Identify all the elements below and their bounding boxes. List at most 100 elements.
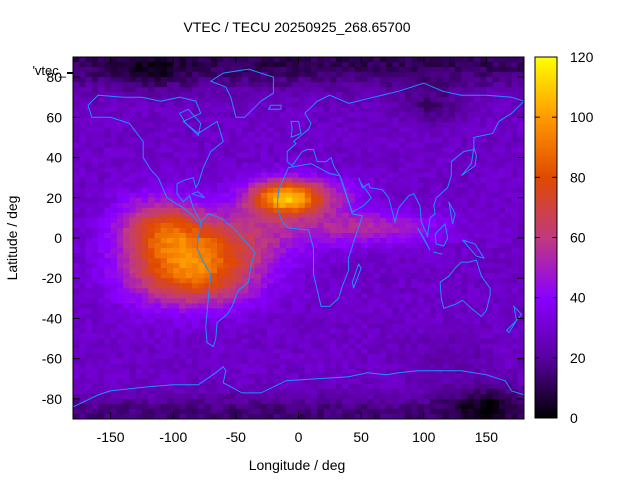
heatmap-cell bbox=[386, 152, 393, 158]
heatmap-cell bbox=[336, 278, 343, 284]
heatmap-cell bbox=[311, 207, 318, 214]
heatmap-cell bbox=[292, 298, 299, 304]
heatmap-cell bbox=[317, 92, 324, 98]
heatmap-cell bbox=[498, 338, 506, 344]
heatmap-cell bbox=[123, 378, 130, 385]
heatmap-cell bbox=[98, 152, 105, 158]
heatmap-cell bbox=[317, 253, 324, 259]
heatmap-cell bbox=[98, 67, 105, 73]
heatmap-cell bbox=[455, 288, 462, 294]
heatmap-cell bbox=[486, 353, 494, 360]
heatmap-cell bbox=[235, 207, 243, 214]
heatmap-cell bbox=[430, 273, 437, 279]
heatmap-cell bbox=[141, 122, 149, 128]
heatmap-cell bbox=[154, 333, 162, 339]
heatmap-cell bbox=[148, 177, 155, 184]
heatmap-cell bbox=[248, 373, 256, 380]
heatmap-cell bbox=[198, 248, 205, 254]
heatmap-cell bbox=[411, 162, 418, 169]
heatmap-cell bbox=[91, 122, 99, 128]
heatmap-cell bbox=[285, 353, 293, 360]
heatmap-cell bbox=[179, 72, 187, 78]
heatmap-cell bbox=[292, 122, 299, 128]
heatmap-cell bbox=[336, 343, 343, 350]
heatmap-cell bbox=[379, 137, 387, 143]
heatmap-cell bbox=[279, 393, 287, 400]
heatmap-cell bbox=[311, 388, 318, 395]
heatmap-cell bbox=[223, 343, 230, 350]
heatmap-cell bbox=[386, 107, 393, 113]
heatmap-cell bbox=[348, 132, 356, 138]
heatmap-cell bbox=[505, 57, 512, 63]
heatmap-cell bbox=[392, 117, 400, 123]
heatmap-cell bbox=[85, 278, 93, 284]
heatmap-cell bbox=[166, 127, 174, 133]
heatmap-cell bbox=[430, 112, 437, 118]
heatmap-cell bbox=[185, 207, 193, 214]
heatmap-cell bbox=[217, 383, 224, 390]
heatmap-cell bbox=[154, 368, 162, 375]
heatmap-cell bbox=[98, 142, 105, 148]
heatmap-cell bbox=[91, 388, 99, 395]
heatmap-cell bbox=[129, 283, 137, 289]
heatmap-cell bbox=[480, 303, 487, 309]
heatmap-cell bbox=[223, 172, 230, 179]
heatmap-cell bbox=[317, 398, 324, 405]
heatmap-cell bbox=[342, 202, 350, 209]
heatmap-cell bbox=[329, 383, 337, 390]
heatmap-cell bbox=[85, 393, 93, 400]
heatmap-cell bbox=[235, 278, 243, 284]
heatmap-cell bbox=[373, 57, 381, 63]
heatmap-cell bbox=[141, 117, 149, 123]
heatmap-cell bbox=[492, 323, 500, 329]
heatmap-cell bbox=[198, 328, 205, 334]
heatmap-cell bbox=[267, 248, 274, 254]
heatmap-cell bbox=[260, 227, 268, 234]
heatmap-cell bbox=[317, 137, 324, 143]
heatmap-cell bbox=[354, 182, 362, 189]
heatmap-cell bbox=[198, 212, 205, 219]
heatmap-cell bbox=[179, 288, 187, 294]
heatmap-cell bbox=[148, 147, 155, 153]
heatmap-cell bbox=[329, 177, 337, 184]
heatmap-cell bbox=[198, 393, 205, 400]
heatmap-cell bbox=[430, 142, 437, 148]
heatmap-cell bbox=[179, 308, 187, 314]
heatmap-cell bbox=[329, 142, 337, 148]
heatmap-cell bbox=[179, 383, 187, 390]
heatmap-cell bbox=[123, 393, 130, 400]
heatmap-cell bbox=[273, 273, 281, 279]
heatmap-cell bbox=[329, 102, 337, 108]
heatmap-cell bbox=[411, 127, 418, 133]
heatmap-cell bbox=[260, 197, 268, 204]
heatmap-cell bbox=[248, 167, 256, 174]
heatmap-cell bbox=[473, 217, 481, 224]
heatmap-cell bbox=[317, 157, 324, 163]
heatmap-cell bbox=[398, 368, 406, 375]
heatmap-cell bbox=[448, 127, 456, 133]
heatmap-cell bbox=[492, 298, 500, 304]
heatmap-cell bbox=[323, 358, 331, 365]
heatmap-cell bbox=[517, 62, 525, 68]
heatmap-cell bbox=[154, 197, 162, 204]
heatmap-cell bbox=[430, 102, 437, 108]
heatmap-cell bbox=[254, 217, 262, 224]
heatmap-cell bbox=[505, 102, 512, 108]
heatmap-cell bbox=[517, 243, 525, 249]
heatmap-cell bbox=[467, 222, 475, 229]
heatmap-cell bbox=[123, 67, 130, 73]
heatmap-cell bbox=[311, 157, 318, 163]
heatmap-cell bbox=[267, 177, 274, 184]
heatmap-cell bbox=[367, 358, 375, 365]
heatmap-cell bbox=[448, 112, 456, 118]
heatmap-cell bbox=[135, 388, 143, 395]
heatmap-cell bbox=[423, 278, 431, 284]
heatmap-cell bbox=[185, 288, 193, 294]
heatmap-cell bbox=[392, 187, 400, 194]
heatmap-cell bbox=[160, 107, 168, 113]
heatmap-cell bbox=[398, 112, 406, 118]
heatmap-cell bbox=[141, 393, 149, 400]
heatmap-cell bbox=[423, 167, 431, 174]
heatmap-cell bbox=[480, 398, 487, 405]
heatmap-cell bbox=[91, 112, 99, 118]
